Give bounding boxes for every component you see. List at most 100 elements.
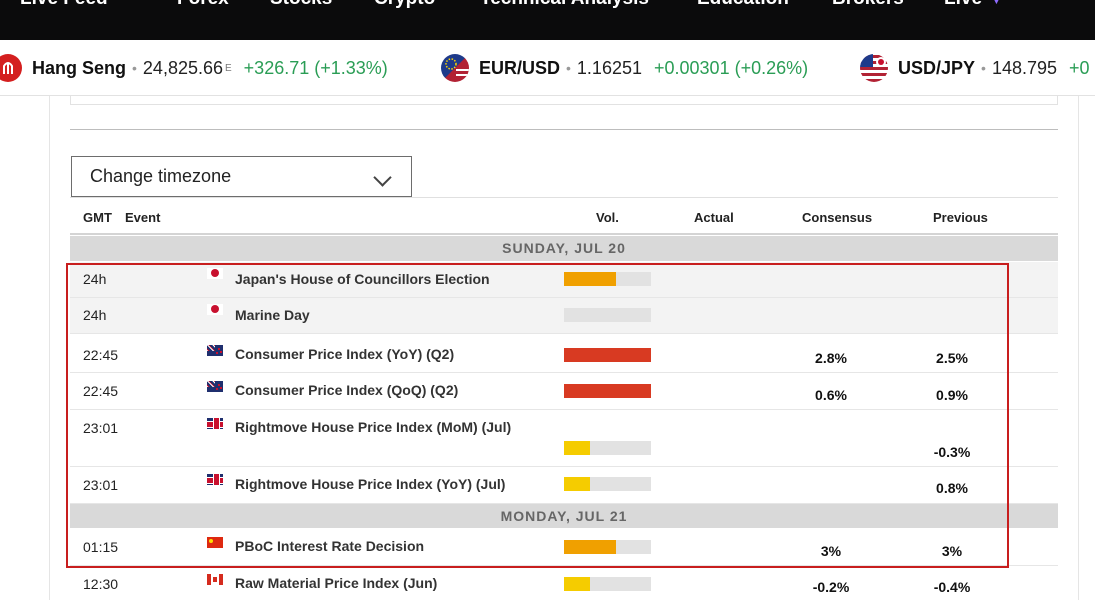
ticker-change: +326.71 (+1.33%) xyxy=(243,57,388,78)
volatility-fill xyxy=(564,348,651,362)
nav-education[interactable]: Education xyxy=(697,0,789,10)
ticker-item-hang-seng[interactable]: Hang Seng • 24,825.66 E +326.71 (+1.33%) xyxy=(0,40,388,95)
volatility-bar xyxy=(564,577,651,591)
content-border-right xyxy=(1078,96,1079,600)
table-row[interactable]: 22:45 Consumer Price Index (QoQ) (Q2) 0.… xyxy=(70,373,1058,410)
table-row[interactable]: 01:15 PBoC Interest Rate Decision 3% 3% xyxy=(70,528,1058,566)
header-consensus[interactable]: Consensus xyxy=(802,210,873,225)
market-ticker: Hang Seng • 24,825.66 E +326.71 (+1.33%) … xyxy=(0,40,1095,96)
nav-stocks[interactable]: Stocks xyxy=(270,0,332,10)
event-name[interactable]: Consumer Price Index (YoY) (Q2) xyxy=(235,346,455,362)
table-row[interactable]: 24h Marine Day xyxy=(70,298,1058,334)
header-gmt: GMT xyxy=(83,210,112,225)
change-timezone-dropdown[interactable]: Change timezone xyxy=(71,156,412,197)
nav-live[interactable]: Live ▼ xyxy=(944,0,1003,10)
filter-panel-bottom xyxy=(70,96,1058,105)
event-time: 01:15 xyxy=(83,539,119,555)
table-row[interactable]: 23:01 Rightmove House Price Index (MoM) … xyxy=(70,410,1058,467)
ticker-price: 1.16251 xyxy=(576,57,642,78)
previous-value: 0.9% xyxy=(936,387,968,403)
consensus-value: -0.2% xyxy=(812,579,850,595)
day-separator: MONDAY, JUL 21 xyxy=(70,504,1058,528)
united-kingdom-flag-icon xyxy=(207,474,223,485)
nav-technical-analysis[interactable]: Technical Analysis xyxy=(480,0,649,10)
nav-brokers[interactable]: Brokers xyxy=(832,0,904,10)
usd-jpy-flag-icon xyxy=(860,54,888,82)
eur-usd-flag-icon xyxy=(441,54,469,82)
ticker-change: +0 xyxy=(1069,57,1090,78)
volatility-bar xyxy=(564,477,651,491)
japan-flag-icon xyxy=(207,268,223,279)
ticker-name: Hang Seng xyxy=(32,57,127,78)
header-actual[interactable]: Actual xyxy=(694,210,734,225)
volatility-fill xyxy=(564,272,617,286)
volatility-bar xyxy=(564,441,651,455)
ticker-name: EUR/USD xyxy=(479,57,561,78)
content-border-left xyxy=(49,96,50,600)
previous-value: 0.8% xyxy=(936,480,968,496)
volatility-bar xyxy=(564,384,651,398)
nav-forex[interactable]: Forex xyxy=(177,0,229,10)
ticker-change: +0.00301 (+0.26%) xyxy=(654,57,809,78)
event-time: 22:45 xyxy=(83,347,119,363)
volatility-fill xyxy=(564,540,617,554)
volatility-bar xyxy=(564,272,651,286)
new-zealand-flag-icon xyxy=(207,381,223,392)
nav-live-label: Live xyxy=(944,0,982,9)
volatility-fill xyxy=(564,577,591,591)
chevron-down-icon: ▼ xyxy=(990,0,1003,7)
nav-live-feed[interactable]: Live Feed xyxy=(20,0,108,10)
event-time: 24h xyxy=(83,271,107,287)
event-name[interactable]: Rightmove House Price Index (YoY) (Jul) xyxy=(235,476,506,492)
previous-value: -0.3% xyxy=(933,444,971,460)
event-name[interactable]: Marine Day xyxy=(235,307,310,323)
header-previous[interactable]: Previous xyxy=(933,210,988,225)
event-name[interactable]: Consumer Price Index (QoQ) (Q2) xyxy=(235,382,459,398)
consensus-value: 2.8% xyxy=(815,350,847,366)
united-kingdom-flag-icon xyxy=(207,418,223,429)
event-name[interactable]: Raw Material Price Index (Jun) xyxy=(235,575,438,591)
table-row[interactable]: 23:01 Rightmove House Price Index (YoY) … xyxy=(70,467,1058,504)
previous-value: 2.5% xyxy=(936,350,968,366)
ticker-separator: • xyxy=(981,60,986,76)
ticker-price: 24,825.66 xyxy=(142,57,223,78)
volatility-bar xyxy=(564,348,651,362)
canada-flag-icon xyxy=(207,574,223,585)
divider xyxy=(70,129,1058,130)
event-name[interactable]: Rightmove House Price Index (MoM) (Jul) xyxy=(235,419,512,435)
volatility-fill xyxy=(564,477,591,491)
ticker-price-flag: E xyxy=(225,62,232,74)
event-time: 22:45 xyxy=(83,383,119,399)
table-row[interactable]: 24h Japan's House of Councillors Electio… xyxy=(70,262,1058,298)
ticker-separator: • xyxy=(566,60,571,76)
header-event: Event xyxy=(125,210,161,225)
table-row[interactable]: 22:45 Consumer Price Index (YoY) (Q2) 2.… xyxy=(70,335,1058,373)
consensus-value: 0.6% xyxy=(815,387,847,403)
ticker-item-eur-usd[interactable]: EUR/USD • 1.16251 +0.00301 (+0.26%) xyxy=(441,40,809,95)
volatility-bar xyxy=(564,308,651,322)
event-time: 12:30 xyxy=(83,576,119,592)
volatility-fill xyxy=(564,384,651,398)
change-timezone-label: Change timezone xyxy=(90,166,232,186)
previous-value: -0.4% xyxy=(933,579,971,595)
top-navigation: Live Feed Forex Stocks Crypto Technical … xyxy=(0,0,1095,40)
calendar-table-header: GMT Event Vol. Actual Consensus Previous xyxy=(70,197,1058,235)
chevron-down-icon xyxy=(373,168,392,187)
volatility-fill xyxy=(564,441,591,455)
japan-flag-icon xyxy=(207,304,223,315)
ticker-item-usd-jpy[interactable]: USD/JPY • 148.795 +0 xyxy=(860,40,1090,95)
event-time: 24h xyxy=(83,307,107,323)
header-vol[interactable]: Vol. xyxy=(596,210,619,225)
new-zealand-flag-icon xyxy=(207,345,223,356)
previous-value: 3% xyxy=(941,543,963,559)
table-row[interactable]: 12:30 Raw Material Price Index (Jun) -0.… xyxy=(70,566,1058,600)
day-separator: SUNDAY, JUL 20 xyxy=(70,236,1058,261)
ticker-name: USD/JPY xyxy=(898,57,976,78)
event-name[interactable]: PBoC Interest Rate Decision xyxy=(235,538,425,554)
event-time: 23:01 xyxy=(83,477,119,493)
event-name[interactable]: Japan's House of Councillors Election xyxy=(235,271,490,287)
ticker-separator: • xyxy=(132,60,137,76)
nav-crypto[interactable]: Crypto xyxy=(374,0,435,10)
ticker-price: 148.795 xyxy=(991,57,1058,78)
consensus-value: 3% xyxy=(820,543,842,559)
